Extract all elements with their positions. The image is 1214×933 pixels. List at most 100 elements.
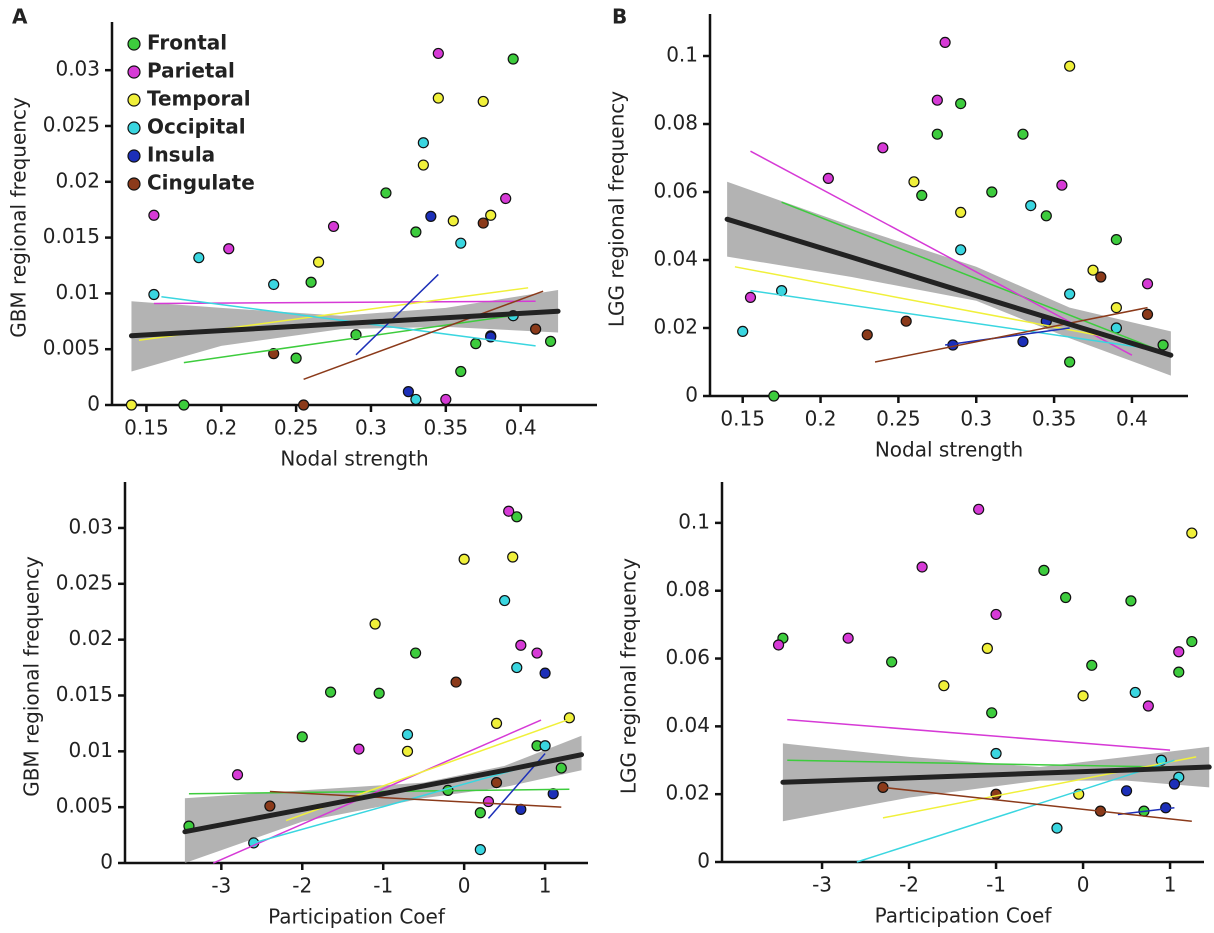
data-point bbox=[264, 800, 276, 812]
fit-line bbox=[153, 300, 536, 305]
data-point bbox=[768, 390, 780, 402]
data-point bbox=[511, 661, 523, 674]
fit-line bbox=[253, 759, 550, 844]
data-point bbox=[1168, 778, 1181, 790]
legend-marker bbox=[127, 149, 141, 163]
data-point bbox=[417, 137, 429, 149]
data-point bbox=[990, 747, 1002, 760]
data-point bbox=[470, 338, 482, 350]
data-point bbox=[955, 206, 967, 218]
trend-line bbox=[128, 308, 561, 339]
data-point bbox=[955, 244, 967, 256]
fit-line bbox=[1117, 806, 1175, 816]
data-point bbox=[530, 323, 542, 335]
data-point bbox=[1064, 356, 1076, 368]
x-tick-label: 0.25 bbox=[876, 407, 921, 431]
data-point bbox=[503, 505, 515, 517]
fit-line bbox=[874, 306, 1148, 363]
data-point bbox=[1186, 635, 1198, 648]
data-point bbox=[490, 776, 503, 789]
data-point bbox=[500, 192, 512, 205]
data-point bbox=[223, 243, 235, 255]
data-point bbox=[401, 745, 414, 757]
data-point bbox=[1186, 527, 1198, 539]
data-point bbox=[417, 159, 429, 171]
data-point bbox=[353, 743, 365, 755]
data-point bbox=[290, 352, 302, 364]
panel-label: A bbox=[12, 5, 28, 29]
data-point bbox=[1077, 690, 1089, 702]
data-point bbox=[296, 731, 308, 743]
y-tick-label: 0.06 bbox=[653, 179, 698, 203]
data-point bbox=[515, 639, 527, 651]
data-point bbox=[900, 315, 912, 327]
x-tick-label: 0.3 bbox=[960, 407, 992, 431]
data-point bbox=[148, 288, 160, 301]
data-point bbox=[1110, 234, 1122, 246]
data-point bbox=[990, 788, 1002, 800]
data-point bbox=[555, 762, 567, 774]
data-point bbox=[1142, 700, 1154, 712]
data-point bbox=[938, 680, 950, 692]
x-tick-label: 1 bbox=[539, 874, 552, 898]
y-tick-label: 0.04 bbox=[653, 247, 698, 271]
x-tick-label: 0.3 bbox=[355, 416, 387, 440]
data-point bbox=[447, 215, 459, 227]
x-tick-label: 0.15 bbox=[720, 407, 765, 431]
data-point bbox=[772, 639, 785, 651]
data-point bbox=[432, 47, 444, 60]
x-tick-label: 0.4 bbox=[505, 416, 537, 440]
fit-line bbox=[787, 718, 1171, 751]
data-point bbox=[490, 717, 503, 730]
x-tick-label: 0.25 bbox=[274, 416, 319, 440]
data-point bbox=[1095, 271, 1107, 283]
x-tick-label: 0 bbox=[458, 874, 471, 898]
y-tick-label: 0.015 bbox=[43, 224, 100, 248]
data-point bbox=[485, 209, 497, 221]
legend-label: Temporal bbox=[147, 87, 251, 111]
y-tick-label: 0 bbox=[87, 392, 100, 416]
data-point bbox=[539, 667, 551, 679]
x-tick-label: -3 bbox=[812, 873, 832, 897]
fit-line bbox=[945, 327, 1070, 346]
data-point bbox=[1141, 278, 1154, 290]
confidence-band bbox=[727, 181, 1171, 376]
data-point bbox=[477, 217, 489, 229]
data-point bbox=[268, 348, 280, 360]
x-tick-label: 0.15 bbox=[124, 416, 169, 440]
confidence-band bbox=[131, 290, 559, 372]
legend-label: Parietal bbox=[147, 59, 235, 83]
data-point bbox=[458, 553, 470, 565]
data-point bbox=[410, 226, 422, 238]
legend-marker bbox=[127, 93, 141, 107]
panel: 0 0.02 0.04 0.06 0.08 0.1 -3 -2 -1 0 1 Participatio… bbox=[617, 482, 1212, 928]
data-point bbox=[148, 209, 160, 221]
data-point bbox=[298, 399, 310, 411]
fit-line bbox=[183, 309, 551, 364]
data-point bbox=[1017, 128, 1029, 140]
data-point bbox=[877, 142, 889, 154]
data-point bbox=[1120, 785, 1133, 797]
y-tick-label: 0.02 bbox=[665, 781, 710, 805]
legend-label: Cingulate bbox=[147, 171, 255, 195]
data-point bbox=[908, 176, 920, 188]
y-tick-label: 0.04 bbox=[665, 713, 710, 737]
x-tick-label: 0.2 bbox=[205, 416, 237, 440]
data-point bbox=[744, 291, 757, 303]
data-point bbox=[432, 92, 444, 104]
y-tick-label: 0.06 bbox=[665, 645, 710, 669]
data-point bbox=[544, 335, 557, 347]
data-point bbox=[455, 237, 467, 249]
data-point bbox=[1064, 60, 1076, 72]
x-tick-label: -1 bbox=[986, 873, 1006, 897]
data-point bbox=[1025, 200, 1037, 212]
data-point bbox=[1038, 564, 1050, 576]
panel: B 0 0.02 0.04 0.06 0.08 0.1 0.15 0.2 0.25 0.3 0.35 0… bbox=[605, 5, 1188, 462]
y-tick-label: 0.03 bbox=[68, 514, 113, 538]
data-point bbox=[981, 642, 993, 654]
x-axis-label: Participation Coef bbox=[875, 904, 1053, 928]
data-point bbox=[425, 210, 437, 222]
data-point bbox=[193, 252, 205, 264]
data-point bbox=[1129, 686, 1141, 699]
